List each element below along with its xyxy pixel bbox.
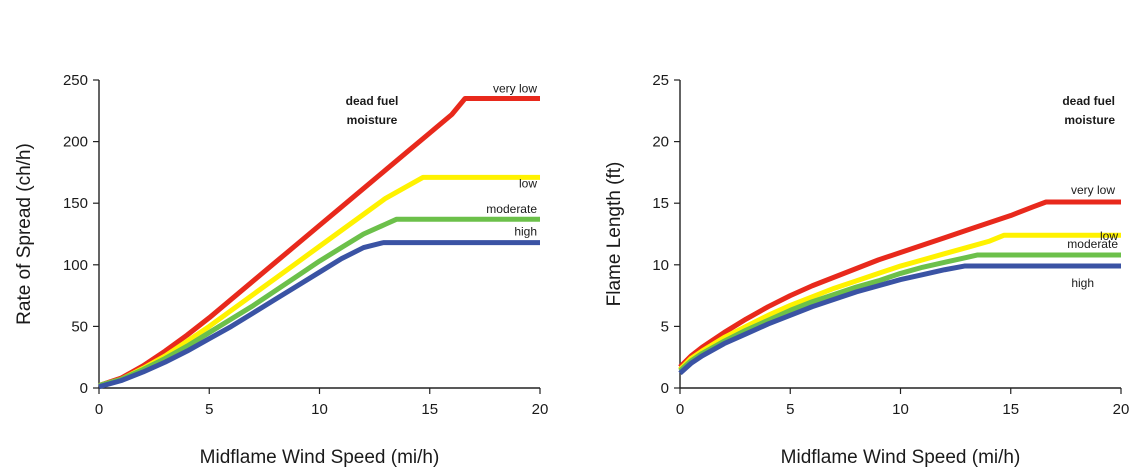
flame-series-line-low	[678, 232, 1121, 372]
spread-y-axis-title: Rate of Spread (ch/h)	[14, 143, 35, 325]
spread-x-tick-label: 20	[532, 401, 549, 418]
spread-y-tick-label: 0	[80, 380, 88, 397]
spread-x-tick-label: 15	[421, 401, 438, 418]
spread-y-tick-label: 50	[71, 318, 88, 335]
flame-series-label-low: low	[1100, 229, 1118, 243]
spread-series-label-high: high	[514, 225, 537, 239]
flame-x-tick-label: 0	[676, 401, 684, 418]
flame-x-tick-label: 5	[786, 401, 794, 418]
spread-series-label-low: low	[519, 176, 537, 190]
spread-series-line-moderate	[98, 216, 540, 388]
flame-y-axis-title: Flame Length (ft)	[604, 162, 625, 307]
spread-y-tick-label: 150	[63, 195, 88, 212]
flame-x-tick-label: 20	[1113, 401, 1130, 418]
flame-x-tick-label: 15	[1002, 401, 1019, 418]
spread-y-tick-label: 100	[63, 257, 88, 274]
spread-annotation-line: dead fuel	[346, 94, 399, 108]
flame-x-tick-label: 10	[892, 401, 909, 418]
flame-y-tick-label: 25	[652, 72, 669, 89]
flame-y-tick-label: 0	[661, 380, 669, 397]
spread-series-line-high	[98, 240, 540, 390]
spread-x-tick-label: 0	[95, 401, 103, 418]
flame-series-label-moderate: moderate	[1067, 237, 1118, 251]
flame-x-axis-title: Midflame Wind Speed (mi/h)	[781, 447, 1021, 468]
spread-x-axis-title: Midflame Wind Speed (mi/h)	[200, 447, 440, 468]
flame-y-tick-label: 15	[652, 195, 669, 212]
flame-series-line-very-low	[678, 199, 1121, 369]
flame-annotation-line: moisture	[1064, 113, 1115, 127]
flame-y-tick-label: 20	[652, 134, 669, 151]
flame-series-line-high	[678, 263, 1121, 376]
flame-annotation-line: dead fuel	[1062, 94, 1115, 108]
spread-series-label-very-low: very low	[493, 81, 537, 95]
spread-y-tick-label: 250	[63, 72, 88, 89]
spread-series-label-moderate: moderate	[486, 202, 537, 216]
flame-y-tick-label: 10	[652, 257, 669, 274]
flame-series-label-very-low: very low	[1071, 183, 1115, 197]
flame-series-label-high: high	[1071, 276, 1094, 290]
spread-x-tick-label: 5	[205, 401, 213, 418]
flame-y-tick-label: 5	[661, 318, 669, 335]
spread-annotation-line: moisture	[347, 113, 398, 127]
spread-y-tick-label: 200	[63, 134, 88, 151]
spread-x-tick-label: 10	[311, 401, 328, 418]
flame-series-line-moderate	[678, 252, 1121, 373]
spread-series-line-low	[98, 174, 540, 388]
spread-series-line-very-low	[98, 95, 540, 388]
